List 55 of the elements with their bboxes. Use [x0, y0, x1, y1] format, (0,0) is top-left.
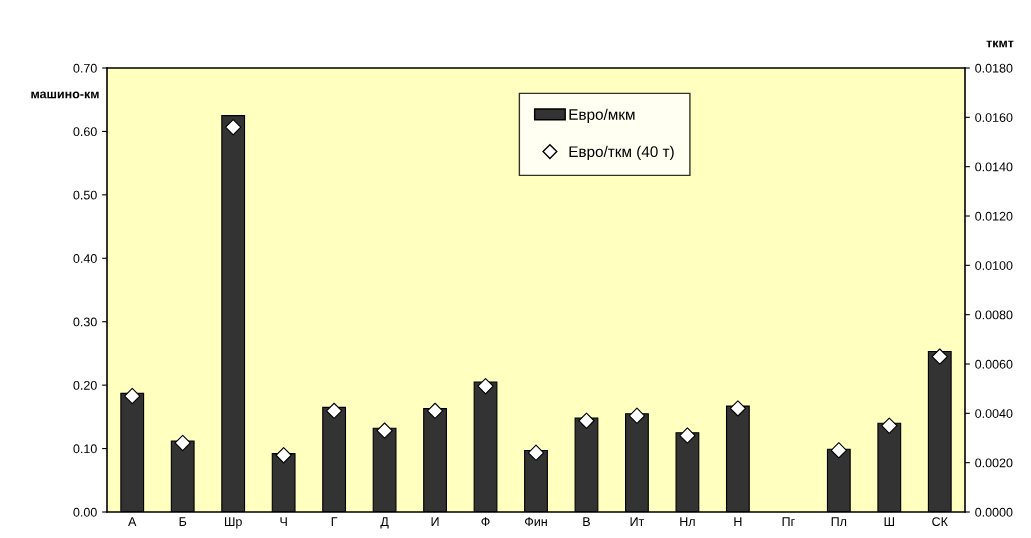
y2-tick-label: 0.0020 [975, 458, 1013, 468]
y2-tick-label: 0.0060 [975, 359, 1013, 369]
y2-tick-label: 0.0000 [975, 507, 1013, 517]
y-tick-label: 0.40 [73, 254, 97, 263]
point [376, 422, 393, 439]
point [477, 378, 494, 395]
legend-label: Евро/мкм [569, 108, 635, 123]
point [881, 417, 898, 434]
x-tick-label: Ш [884, 517, 894, 526]
point [275, 447, 292, 464]
x-tick-label: Пл [831, 517, 847, 527]
legend-label: Евро/ткм (40 т) [569, 145, 674, 161]
y-tick-label: 0.60 [73, 127, 97, 137]
y2-tick-label: 0.0080 [975, 310, 1013, 320]
x-tick-label: В [583, 517, 590, 526]
y-tick-label: 0.00 [73, 507, 97, 517]
point [830, 442, 847, 459]
point [325, 402, 343, 420]
y2-tick-label: 0.0120 [975, 211, 1013, 221]
x-tick-label: Фин [525, 517, 547, 526]
x-tick-label: Н [734, 517, 742, 526]
point [527, 444, 545, 461]
x-tick-label: Ч [280, 517, 287, 526]
y2-tick-label: 0.0140 [975, 162, 1013, 172]
point [225, 119, 242, 136]
x-tick-label: И [431, 517, 439, 526]
y2-axis-title: ткмт [986, 40, 1014, 48]
point [931, 348, 948, 365]
y-tick-label: 0.30 [73, 317, 97, 327]
x-tick-label: СК [932, 517, 948, 527]
y-tick-label: 0.10 [73, 444, 97, 454]
y2-tick-label: 0.0040 [975, 409, 1013, 418]
point [124, 387, 141, 405]
x-tick-label: Д [380, 517, 389, 529]
x-tick-label: Пг [782, 517, 795, 526]
point [679, 427, 696, 444]
point [578, 412, 595, 429]
y2-tick-label: 0.0100 [975, 261, 1013, 270]
x-tick-label: Шр [225, 517, 242, 529]
x-tick-label: Б [179, 517, 187, 526]
y-tick-label: 0.70 [73, 63, 97, 73]
x-tick-label: Нл [680, 517, 695, 527]
y2-tick-label: 0.0160 [975, 113, 1013, 122]
x-tick-label: Ф [481, 517, 490, 526]
x-tick-label: Г [331, 517, 338, 526]
y-tick-label: 0.20 [73, 380, 97, 390]
point [628, 407, 646, 424]
y-axis-title: машино-км [31, 91, 99, 99]
point [426, 402, 444, 420]
y-tick-label: 0.50 [73, 190, 97, 200]
point [729, 400, 747, 417]
x-tick-label: А [128, 517, 137, 526]
y2-tick-label: 0.0180 [975, 63, 1013, 73]
x-tick-label: Ит [630, 517, 645, 526]
point [174, 434, 191, 452]
